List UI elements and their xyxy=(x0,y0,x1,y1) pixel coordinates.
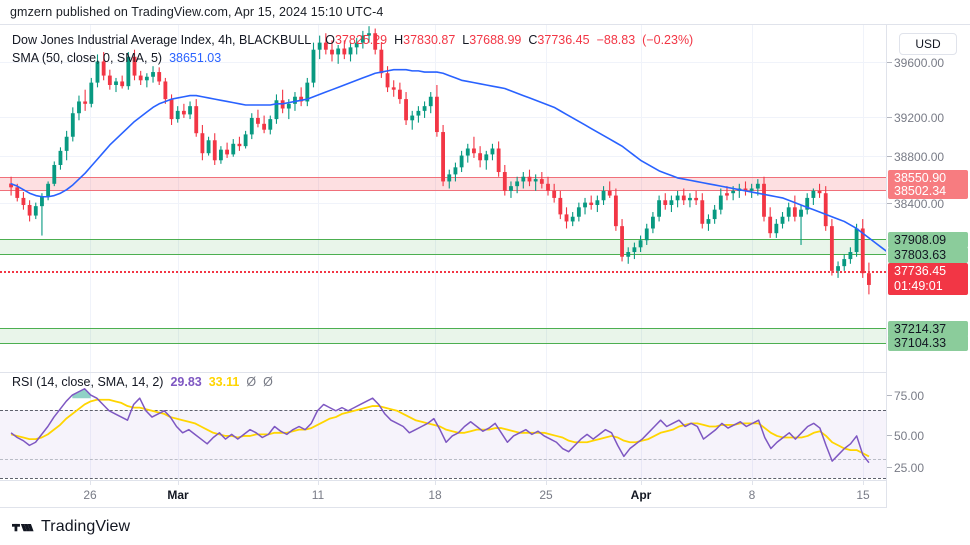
time-tick-label: 8 xyxy=(748,488,756,502)
price-axis[interactable]: USD 39600.00 39200.00 38800.00 38400.00 3855… xyxy=(886,25,970,509)
price-label-38550-90: 38550.90 xyxy=(888,170,968,186)
price-tick-mark xyxy=(887,203,892,204)
rsi-midline xyxy=(0,459,886,460)
time-tick-label: 26 xyxy=(83,488,97,502)
time-axis[interactable]: 26 Mar 11 18 25 Apr 8 15 xyxy=(0,480,886,509)
gridline xyxy=(0,203,886,204)
time-tick-label: 18 xyxy=(428,488,442,502)
gridline xyxy=(178,25,179,372)
time-tick-mark xyxy=(863,481,864,485)
rsi-tick-mark xyxy=(887,435,892,436)
gridline xyxy=(863,373,864,480)
time-tick-label: 11 xyxy=(311,488,325,502)
gridline xyxy=(90,373,91,480)
pane-divider[interactable] xyxy=(0,372,886,373)
price-tick-label: 38800.00 xyxy=(894,150,945,164)
support-zone-1 xyxy=(0,239,886,255)
gridline xyxy=(641,373,642,480)
gridline xyxy=(546,25,547,372)
gridline xyxy=(318,373,319,480)
gridline xyxy=(90,25,91,372)
publisher-line: gmzern published on TradingView.com, Apr… xyxy=(0,0,970,24)
price-tick-label: 39600.00 xyxy=(894,56,945,70)
tradingview-logo-icon xyxy=(12,523,34,531)
last-price-line xyxy=(0,271,886,273)
price-tick-label: 39200.00 xyxy=(894,111,945,125)
price-tick-mark xyxy=(887,156,892,157)
time-tick-label: Apr xyxy=(630,488,652,502)
rsi-series xyxy=(10,387,870,464)
rsi-tick-label: 75.00 xyxy=(894,389,925,403)
time-tick-mark xyxy=(752,481,753,485)
rsi-overbought-line xyxy=(0,410,886,411)
time-tick-mark xyxy=(546,481,547,485)
price-label-37736-45: 37736.45 01:49:01 xyxy=(888,263,968,295)
footer: TradingView xyxy=(0,508,970,545)
gridline xyxy=(641,25,642,372)
price-tick-mark xyxy=(887,117,892,118)
gridline xyxy=(752,373,753,480)
time-tick-mark xyxy=(178,481,179,485)
time-tick-label: Mar xyxy=(167,488,189,502)
gridline xyxy=(0,117,886,118)
gridline xyxy=(178,373,179,480)
price-label-37104-33: 37104.33 xyxy=(888,335,968,351)
support-zone-2 xyxy=(0,328,886,344)
candlestick-series xyxy=(9,26,886,295)
price-tick-label: 38400.00 xyxy=(894,197,945,211)
chart-frame: Dow Jones Industrial Average Index, 4h, … xyxy=(0,24,970,509)
time-tick-mark xyxy=(90,481,91,485)
gridline xyxy=(546,373,547,480)
price-label-37803-63: 37803.63 xyxy=(888,247,968,263)
gridline xyxy=(752,25,753,372)
time-tick-label: 25 xyxy=(539,488,553,502)
rsi-band-fill xyxy=(0,410,886,478)
gridline xyxy=(318,25,319,372)
time-tick-mark xyxy=(318,481,319,485)
footer-brand: TradingView xyxy=(41,517,131,535)
gridline xyxy=(435,25,436,372)
rsi-tick-label: 25.00 xyxy=(894,461,925,475)
countdown-timer: 01:49:01 xyxy=(894,279,943,293)
price-label-38502-34: 38502.34 xyxy=(888,183,968,199)
time-tick-mark xyxy=(435,481,436,485)
rsi-oversold-line xyxy=(0,478,886,479)
price-pane[interactable]: Dow Jones Industrial Average Index, 4h, … xyxy=(0,25,886,372)
publisher-text: gmzern published on TradingView.com, Apr… xyxy=(10,5,384,19)
currency-badge[interactable]: USD xyxy=(899,33,957,55)
price-label-value: 37736.45 xyxy=(894,264,947,278)
time-tick-label: 15 xyxy=(856,488,870,502)
rsi-tick-mark xyxy=(887,395,892,396)
rsi-tick-label: 50.00 xyxy=(894,429,925,443)
gridline xyxy=(863,25,864,372)
rsi-pane[interactable]: RSI (14, close, SMA, 14, 2) 29.83 33.11 Ø Ø xyxy=(0,373,886,480)
price-label-37214-37: 37214.37 xyxy=(888,321,968,337)
gridline xyxy=(435,373,436,480)
price-label-37908-09: 37908.09 xyxy=(888,232,968,248)
gridline xyxy=(0,62,886,63)
price-tick-mark xyxy=(887,62,892,63)
rsi-tick-mark xyxy=(887,467,892,468)
time-tick-mark xyxy=(641,481,642,485)
